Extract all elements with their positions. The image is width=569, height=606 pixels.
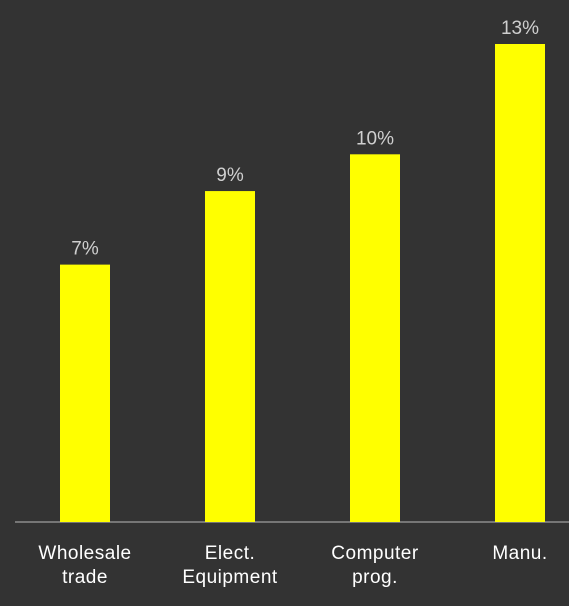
bar	[205, 191, 255, 523]
bar	[60, 264, 110, 522]
x-tick-label: Elect. Equipment	[182, 543, 278, 588]
x-tick-label: Wholesale trade	[38, 543, 132, 588]
value-label: 10%	[356, 128, 394, 149]
value-label: 9%	[216, 165, 244, 186]
x-tick-label: Manu.	[492, 543, 548, 564]
value-label: 7%	[71, 239, 99, 260]
x-tick-label: Computer prog.	[331, 543, 419, 588]
bar	[495, 44, 545, 522]
bar	[350, 154, 400, 523]
value-label: 13%	[501, 18, 539, 39]
